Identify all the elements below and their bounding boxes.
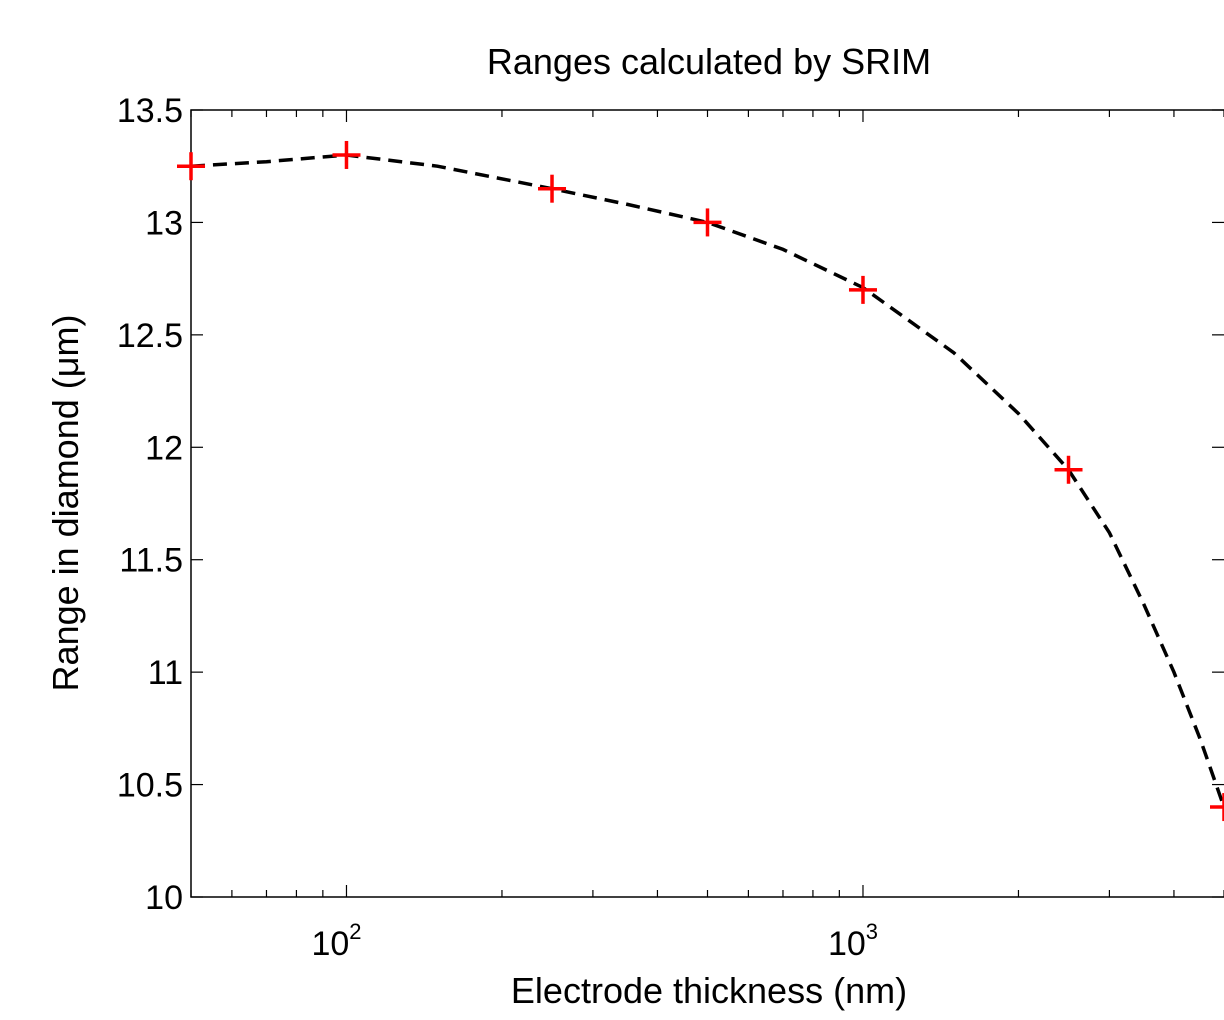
y-tick-label: 11 — [148, 654, 183, 692]
y-tick-label: 13 — [145, 204, 183, 242]
y-axis: 10 10.5 11 11.5 12 12.5 13 13.5 — [117, 92, 1224, 917]
data-point-marker — [332, 140, 361, 169]
y-tick-label: 12.5 — [117, 317, 183, 355]
y-tick-label: 10 — [145, 879, 183, 917]
x-tick-label: 103 — [828, 919, 878, 963]
series-layer — [177, 140, 1224, 822]
data-point-marker — [538, 174, 567, 203]
y-tick-label: 12 — [145, 429, 183, 467]
data-point-marker — [848, 275, 877, 304]
data-point-marker — [1054, 455, 1083, 484]
y-tick-label: 13.5 — [117, 92, 183, 130]
plot-area — [190, 109, 1224, 898]
plot-frame — [190, 109, 1224, 898]
x-axis-title: Electrode thickness (nm) — [511, 970, 907, 1011]
data-point-marker — [693, 208, 722, 237]
y-tick-label: 11.5 — [119, 542, 183, 580]
y-tick-label: 10.5 — [117, 767, 183, 805]
x-tick-label: 102 — [311, 919, 361, 963]
y-axis-title: Range in diamond (μm) — [45, 315, 86, 692]
chart-title: Ranges calculated by SRIM — [487, 41, 931, 82]
data-point-marker — [1210, 793, 1224, 822]
data-point-marker — [177, 152, 205, 181]
